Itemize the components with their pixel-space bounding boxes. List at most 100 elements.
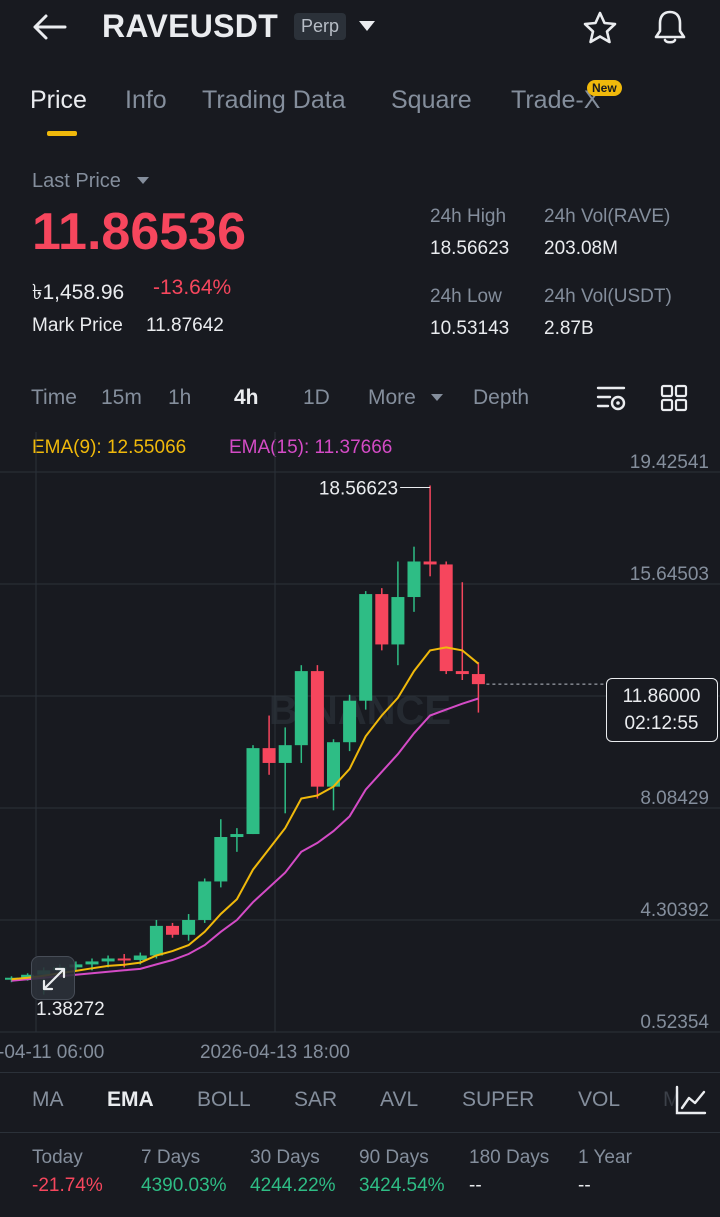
y-tick-label: 0.52354 bbox=[640, 1012, 709, 1033]
perf-30d-label: 30 Days bbox=[250, 1147, 320, 1168]
interval-depth[interactable]: Depth bbox=[473, 386, 530, 409]
mark-price-label: Mark Price bbox=[32, 315, 123, 336]
24h-low-value: 10.53143 bbox=[430, 318, 510, 339]
perf-90d-label: 90 Days bbox=[359, 1147, 429, 1168]
candle-body bbox=[69, 964, 83, 968]
chevron-down-icon[interactable] bbox=[430, 393, 444, 402]
candle-body bbox=[294, 671, 308, 746]
y-tick-label: 8.08429 bbox=[640, 788, 709, 809]
tab-price[interactable]: Price bbox=[30, 86, 87, 114]
candle-body bbox=[246, 748, 260, 835]
active-tab-indicator bbox=[47, 131, 77, 136]
x-tick-label: 2026-04-13 18:00 bbox=[200, 1042, 350, 1063]
price-panel: Last Price 11.86536 ৳1,458.96 -13.64% Ma… bbox=[0, 150, 720, 370]
back-arrow-icon[interactable] bbox=[32, 12, 68, 42]
candle-body bbox=[85, 961, 99, 965]
y-tick-label: 15.64503 bbox=[630, 564, 709, 585]
ema15-legend: EMA(15): 11.37666 bbox=[229, 437, 393, 458]
candle-body bbox=[149, 925, 163, 956]
max-price-label: 18.56623 bbox=[319, 478, 398, 499]
candle-body bbox=[407, 561, 421, 598]
candle-body bbox=[359, 594, 373, 701]
interval-1d[interactable]: 1D bbox=[303, 386, 330, 409]
indicator-ema[interactable]: EMA bbox=[107, 1088, 154, 1111]
chart-settings-icon[interactable] bbox=[596, 384, 628, 414]
24h-vol-quote-value: 2.87B bbox=[544, 318, 594, 339]
x-tick-label: -04-11 06:00 bbox=[0, 1042, 104, 1063]
interval-4h[interactable]: 4h bbox=[234, 386, 259, 409]
main-tabs: Price Info Trading Data Square Trade-X N… bbox=[0, 80, 720, 140]
interval-bar: Time 15m 1h 4h 1D More Depth bbox=[0, 380, 720, 420]
current-price-value: 11.86000 bbox=[622, 686, 701, 707]
y-tick-label: 4.30392 bbox=[640, 900, 709, 921]
candle-body bbox=[455, 671, 469, 675]
tab-square[interactable]: Square bbox=[391, 86, 472, 114]
perf-today-label: Today bbox=[32, 1147, 83, 1168]
local-currency-price: ৳1,458.96 bbox=[32, 281, 125, 304]
24h-low-label: 24h Low bbox=[430, 286, 502, 307]
bell-icon[interactable] bbox=[652, 8, 688, 46]
contract-type-badge: Perp bbox=[294, 13, 347, 40]
min-price-label: 1.38272 bbox=[36, 999, 105, 1020]
interval-15m[interactable]: 15m bbox=[101, 386, 142, 409]
symbol-title[interactable]: RAVEUSDT bbox=[102, 8, 279, 44]
candlestick-chart[interactable]: 19.4254115.6450311.864668.084294.303920.… bbox=[0, 432, 720, 1072]
perf-7d-label: 7 Days bbox=[141, 1147, 201, 1168]
divider bbox=[0, 1072, 720, 1073]
candle-body bbox=[214, 837, 228, 882]
indicator-boll[interactable]: BOLL bbox=[197, 1088, 251, 1111]
perf-180d-value: -- bbox=[469, 1175, 482, 1196]
candle-body bbox=[230, 834, 244, 838]
interval-1h[interactable]: 1h bbox=[168, 386, 192, 409]
indicator-sar[interactable]: SAR bbox=[294, 1088, 338, 1111]
24h-vol-base-label: 24h Vol(RAVE) bbox=[544, 206, 671, 227]
candle-body bbox=[343, 700, 357, 743]
perf-30d-value: 4244.22% bbox=[250, 1175, 336, 1196]
y-tick-label: 19.42541 bbox=[630, 452, 709, 473]
candle-body bbox=[327, 742, 340, 787]
header: RAVEUSDT Perp bbox=[0, 0, 720, 60]
indicator-super[interactable]: SUPER bbox=[462, 1088, 535, 1111]
indicator-bar: MA EMA BOLL SAR AVL SUPER VOL M bbox=[0, 1080, 720, 1124]
candle-body bbox=[166, 925, 179, 935]
indicator-avl[interactable]: AVL bbox=[380, 1088, 419, 1111]
performance-row: Today -21.74% 7 Days 4390.03% 30 Days 42… bbox=[0, 1140, 720, 1210]
chevron-down-icon[interactable] bbox=[136, 176, 150, 185]
perf-90d-value: 3424.54% bbox=[359, 1175, 445, 1196]
perf-7d-value: 4390.03% bbox=[141, 1175, 227, 1196]
grid-layout-icon[interactable] bbox=[660, 384, 688, 412]
ema15-line bbox=[11, 697, 479, 982]
candle-body bbox=[391, 597, 405, 645]
chevron-down-icon[interactable] bbox=[358, 20, 376, 32]
interval-time[interactable]: Time bbox=[31, 386, 77, 409]
candle-countdown: 02:12:55 bbox=[624, 713, 699, 734]
last-price-label[interactable]: Last Price bbox=[32, 170, 121, 192]
drawing-tool-icon[interactable] bbox=[674, 1084, 708, 1116]
24h-vol-quote-label: 24h Vol(USDT) bbox=[544, 286, 672, 307]
perf-1y-value: -- bbox=[578, 1175, 591, 1196]
24h-high-value: 18.56623 bbox=[430, 238, 510, 259]
candle-body bbox=[182, 919, 196, 935]
interval-more[interactable]: More bbox=[368, 386, 416, 409]
expand-icon bbox=[42, 967, 66, 991]
price-chart[interactable]: EMA(9): 12.55066 EMA(15): 11.37666 19.42… bbox=[0, 432, 720, 1072]
candle-body bbox=[117, 958, 131, 961]
expand-button[interactable] bbox=[31, 956, 75, 1000]
candle-body bbox=[198, 881, 212, 920]
divider bbox=[0, 1132, 720, 1133]
indicator-vol[interactable]: VOL bbox=[578, 1088, 621, 1111]
mark-price: 11.87642 bbox=[146, 315, 224, 336]
star-icon[interactable] bbox=[582, 10, 618, 46]
candle-body bbox=[101, 958, 115, 962]
candle-body bbox=[439, 564, 453, 672]
tab-trading-data[interactable]: Trading Data bbox=[202, 86, 346, 114]
perf-1y-label: 1 Year bbox=[578, 1147, 632, 1168]
candle-body bbox=[278, 745, 292, 763]
current-price-tag: 11.86000 02:12:55 bbox=[606, 678, 718, 742]
indicator-ma[interactable]: MA bbox=[32, 1088, 64, 1111]
candle-body bbox=[21, 974, 35, 978]
perf-180d-label: 180 Days bbox=[469, 1147, 550, 1168]
tab-trade-x[interactable]: Trade-X bbox=[511, 86, 601, 114]
tab-info[interactable]: Info bbox=[125, 86, 167, 114]
ema9-line bbox=[11, 646, 480, 981]
